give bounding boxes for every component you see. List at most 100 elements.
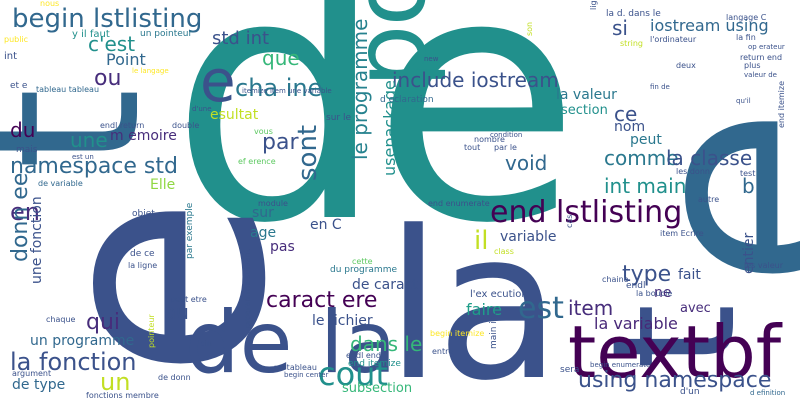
word: plus [744, 61, 761, 70]
word: de type [12, 377, 66, 393]
word: variable [500, 229, 557, 245]
word: la valeur [556, 87, 617, 103]
word: son [525, 21, 534, 36]
word: std int [212, 28, 270, 49]
word: sur [252, 205, 274, 221]
word: Point [106, 50, 146, 69]
word: d'un [680, 387, 700, 397]
word: fait [678, 267, 701, 283]
word: item Ecrire [660, 229, 704, 238]
word: les valeur [744, 261, 783, 270]
word: comme [604, 146, 679, 170]
word: pointeur [147, 314, 156, 348]
word: nombre [474, 135, 505, 144]
word: nous [40, 0, 60, 8]
word: de la [185, 293, 397, 393]
word: faire [466, 300, 502, 319]
word: main int [489, 311, 499, 349]
word: deux [676, 61, 696, 70]
word: dans le [350, 332, 423, 356]
word: qu'il [736, 97, 751, 105]
word: iostream using [650, 16, 769, 35]
word: pas [270, 239, 295, 255]
word: un [100, 368, 131, 396]
word: la classe [666, 146, 753, 170]
word: cas [565, 214, 574, 228]
word: endl [626, 281, 646, 291]
word: include iostream [392, 68, 559, 92]
word: l'ex ecution [470, 289, 528, 300]
word: et e [10, 81, 28, 91]
word: itemize item une variable [242, 87, 332, 95]
word: chaque [46, 315, 76, 324]
word: textbf [568, 310, 782, 394]
word: la boucle [636, 289, 673, 298]
word: la d. dans le [606, 9, 661, 19]
word: en C [310, 217, 342, 233]
word: tableau tableau [36, 85, 100, 94]
word: sur le [326, 113, 351, 123]
word: peut etre [170, 295, 207, 304]
word: double [172, 121, 200, 130]
word: d'une [192, 105, 212, 113]
word: begin center [284, 371, 329, 379]
word: si [612, 16, 628, 40]
word: peut [630, 132, 662, 148]
word: end itemize [348, 359, 401, 369]
word: par [262, 130, 299, 155]
word: nom [614, 119, 646, 135]
word: le langage [132, 67, 169, 75]
word: les donn [676, 167, 710, 176]
word: la variable [594, 314, 678, 333]
word: sera [560, 365, 580, 375]
word: ef erence [238, 157, 276, 166]
word: un pointeur [140, 29, 193, 39]
word: caract ere [266, 288, 378, 313]
word: vous [254, 127, 273, 136]
word: la fin [736, 33, 756, 42]
word: une [70, 128, 108, 152]
word: cin [200, 339, 212, 348]
word: chaine [602, 275, 629, 284]
word: return end [740, 53, 783, 62]
word: programme suivant [243, 249, 252, 328]
word: entre [432, 347, 454, 356]
word: qui [86, 310, 121, 335]
word: d eclaration [380, 95, 434, 105]
word: ou [94, 66, 122, 91]
word: de caract [352, 277, 418, 293]
word: Elle [150, 177, 176, 193]
word: section [561, 103, 608, 118]
word: par le [494, 143, 517, 152]
word: b [742, 174, 755, 198]
word: fonctions membre [86, 391, 159, 400]
word: le programme [348, 18, 372, 160]
word: c'est [88, 32, 136, 56]
word: du [10, 118, 36, 142]
word: un tableau [274, 363, 317, 372]
word: objet [132, 209, 155, 219]
word: un programme [30, 333, 135, 349]
word: une fonction [29, 196, 45, 284]
word: de [170, 0, 581, 298]
word: endl end [346, 351, 381, 360]
word: item [568, 296, 614, 320]
word: begin enumerate [590, 361, 651, 369]
word: fin de [650, 83, 670, 91]
word: est [518, 291, 564, 326]
word: y il faut [72, 29, 110, 40]
word: op erateur [748, 43, 785, 51]
word: cette [352, 257, 373, 266]
word: using namespace [578, 368, 772, 393]
word: end enumerate [428, 199, 490, 208]
word: end lstlisting [490, 195, 683, 230]
word: du programme [330, 265, 397, 275]
word: avec [680, 301, 711, 316]
word: valeur de [744, 71, 777, 79]
word: mais [16, 145, 38, 155]
word: en [10, 198, 40, 226]
word: int main [604, 174, 687, 198]
word: la fonction [10, 348, 137, 376]
word: la ligne [128, 261, 158, 270]
